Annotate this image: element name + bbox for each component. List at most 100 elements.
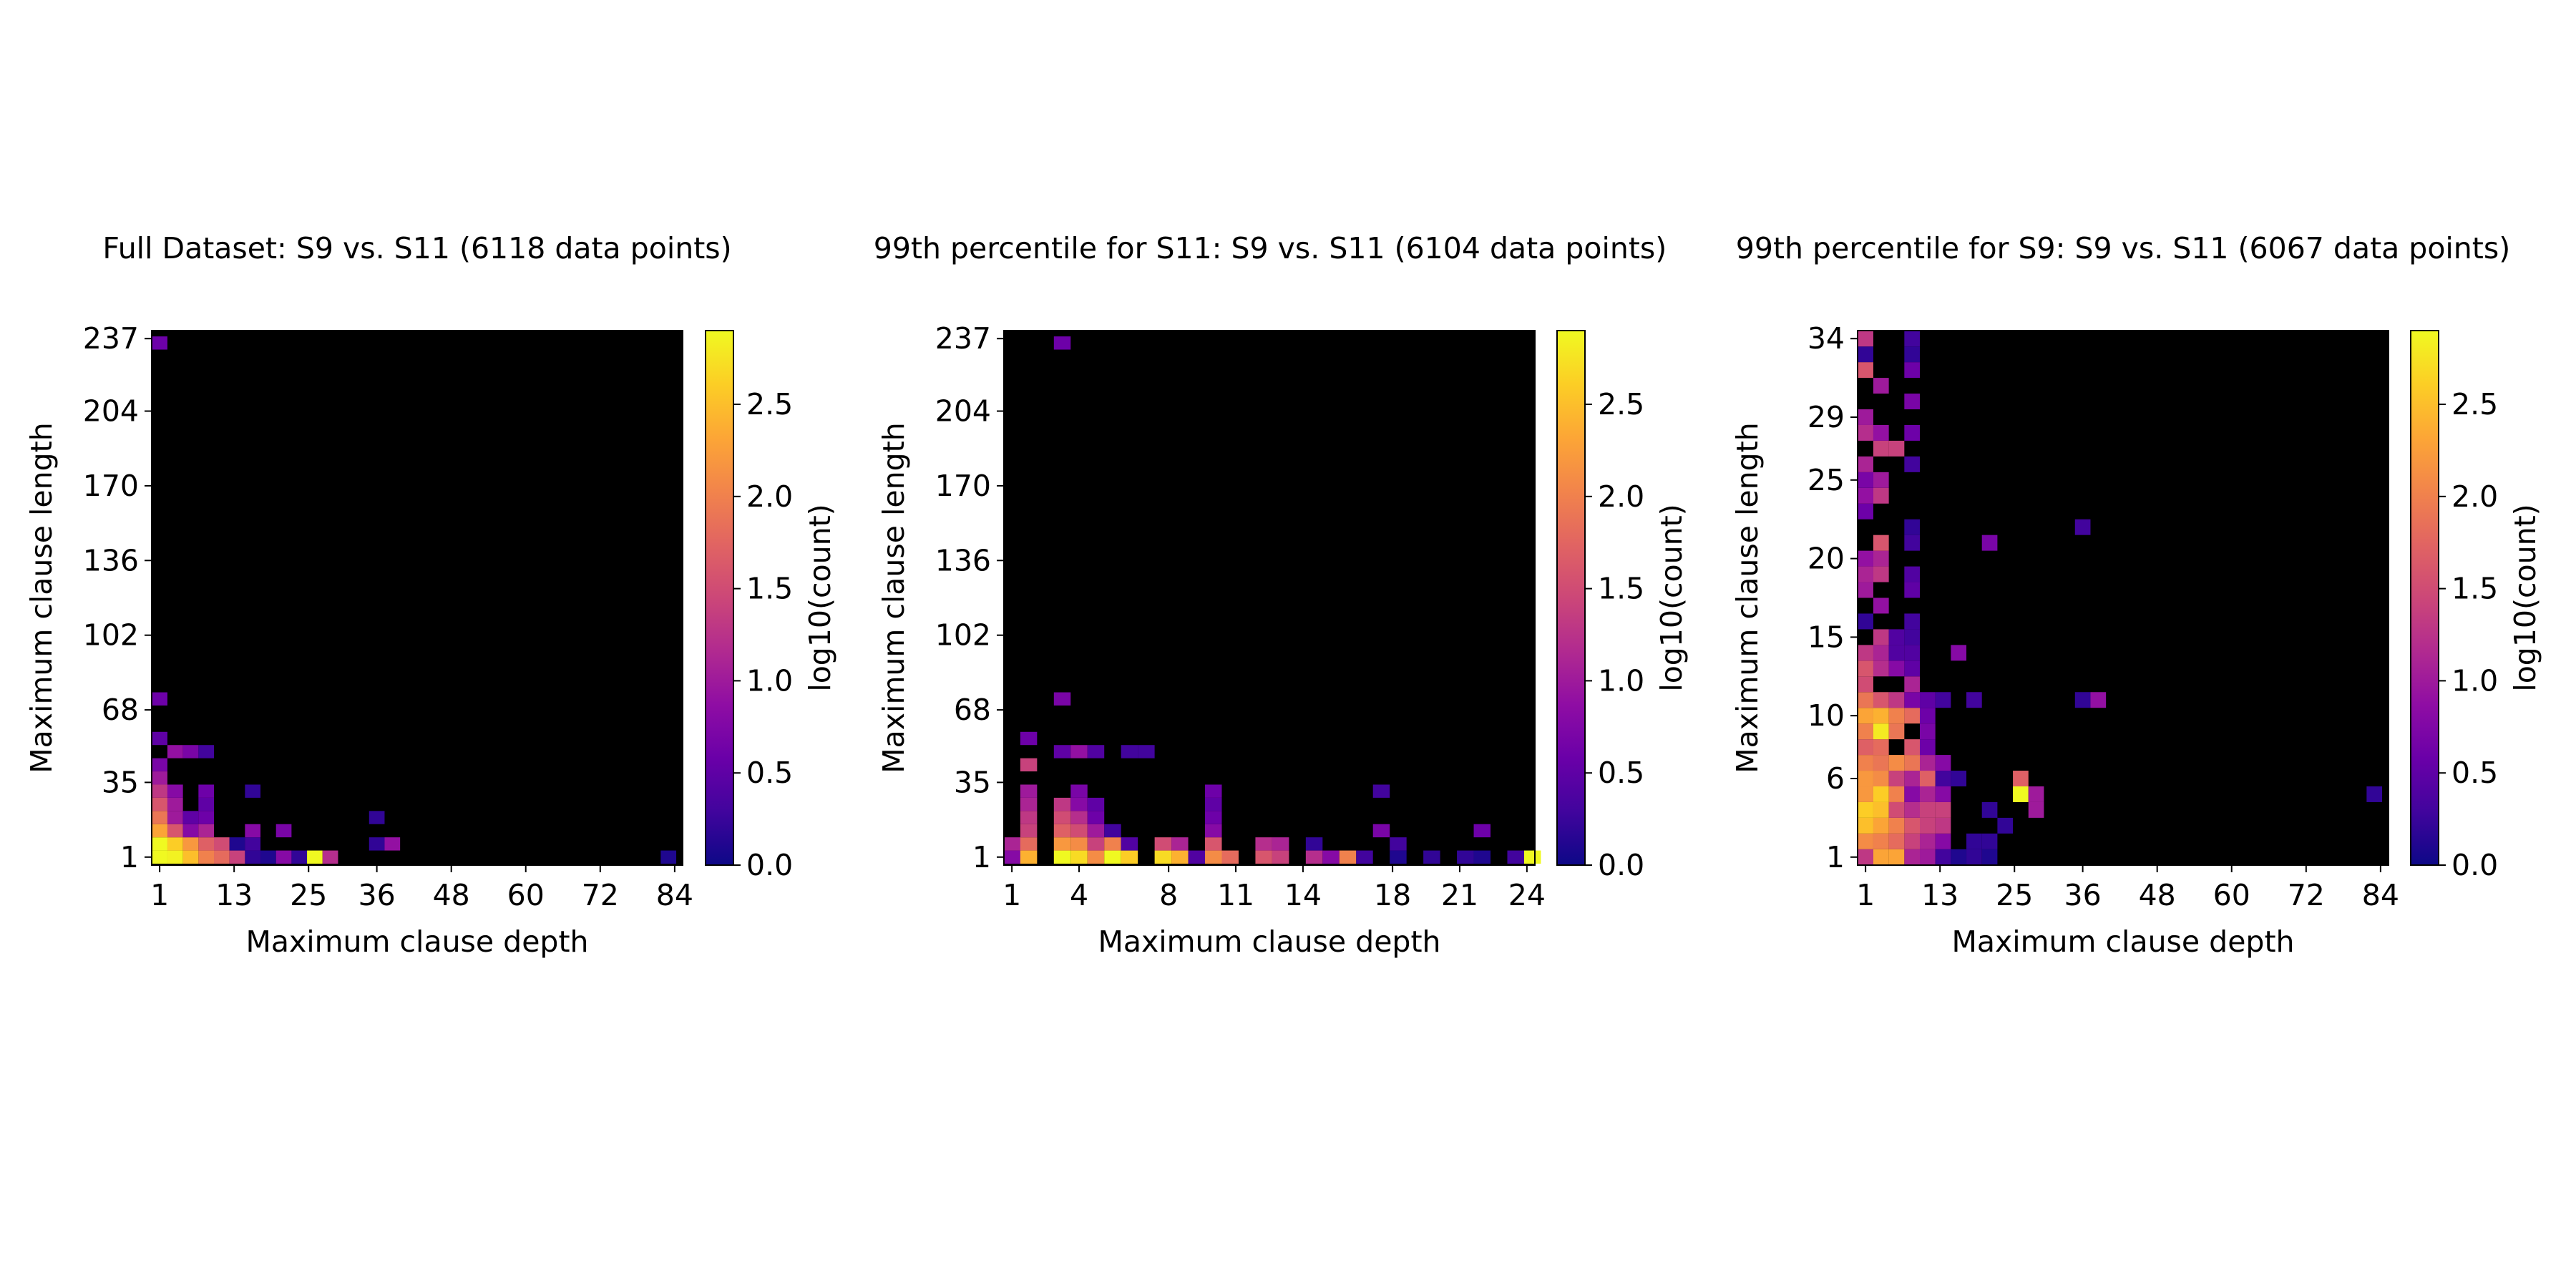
heatmap-cell (1020, 731, 1038, 746)
heatmap-cell (1920, 739, 1936, 756)
heatmap-cell (1920, 817, 1936, 834)
heatmap-cell (1457, 850, 1474, 864)
heatmap-cell (1322, 850, 1340, 864)
heatmap-cells (152, 336, 677, 864)
heatmap-cell (1873, 692, 1889, 708)
heatmap-cell (1053, 824, 1071, 838)
heatmap-cell (1888, 645, 1905, 661)
heatmap-cell (1904, 739, 1921, 756)
heatmap-cell (167, 811, 183, 824)
heatmap-cell (1053, 850, 1071, 864)
heatmap-cell (1205, 850, 1222, 864)
heatmap-cell (1966, 692, 1982, 708)
heatmap-cell (1858, 409, 1873, 425)
colorbar-tick-label: 2.5 (2451, 387, 2498, 421)
heatmap-cell (1523, 850, 1541, 864)
heatmap-cell (1873, 833, 1889, 849)
plot-frame (1003, 330, 1536, 866)
panel-2: 99th percentile for S11: S9 vs. S11 (610… (874, 231, 1689, 959)
heatmap-cell (1372, 824, 1390, 838)
heatmap-cell (1904, 801, 1921, 818)
heatmap-cell (1858, 362, 1873, 379)
heatmap-cell (1053, 745, 1071, 758)
heatmap-cell (1920, 849, 1936, 865)
heatmap-cell (1935, 755, 1951, 771)
heatmap-cell (275, 850, 292, 864)
heatmap-cell (1904, 676, 1921, 693)
heatmap-cell (1473, 824, 1491, 838)
heatmap-cell (1858, 503, 1873, 519)
heatmap-cell (152, 336, 167, 350)
heatmap-cell (1935, 833, 1951, 849)
y-tick-label: 35 (954, 765, 991, 799)
x-tick-label: 48 (433, 878, 470, 912)
x-axis-label: Maximum clause depth (1951, 924, 2294, 959)
heatmap-cell (1904, 566, 1921, 582)
x-tick-label: 14 (1284, 878, 1322, 912)
y-tick-label: 35 (102, 765, 139, 799)
heatmap-cell (1873, 535, 1889, 551)
heatmap-cell (1070, 811, 1088, 824)
heatmap-cell (1171, 837, 1189, 851)
heatmap-cell (1087, 745, 1105, 758)
heatmap-cell (1390, 837, 1407, 851)
heatmap-cell (198, 837, 215, 851)
heatmap-cell (1858, 582, 1873, 598)
colorbar-tick-label: 2.0 (2451, 479, 2498, 514)
heatmap-cell (307, 850, 323, 864)
heatmap-cell (1873, 755, 1889, 771)
heatmap-cell (1858, 723, 1873, 740)
heatmap-cell (167, 784, 183, 798)
colorbar: 0.0 0.5 1.0 1.5 2.0 2.5 log10(count) (1556, 330, 1689, 882)
heatmap-cell (1858, 771, 1873, 786)
heatmap-cell (1888, 629, 1905, 645)
heatmap-cell (1920, 692, 1936, 708)
heatmap-cell (2028, 801, 2044, 818)
heatmap-cell (1951, 849, 1967, 865)
heatmap-cell (1390, 850, 1407, 864)
heatmap-cell (167, 745, 183, 758)
y-tick-label: 237 (83, 321, 139, 356)
heatmap-cell (1087, 824, 1105, 838)
y-tick-label: 102 (83, 618, 139, 653)
y-tick-label: 136 (935, 543, 991, 577)
heatmap-cell (2074, 519, 2091, 535)
heatmap-cell (1904, 424, 1921, 441)
heatmap-cell (1053, 837, 1071, 851)
heatmap-cell (1858, 849, 1873, 865)
y-tick-label: 237 (935, 321, 991, 356)
heatmap-cell (1020, 758, 1038, 772)
heatmap-cell (198, 745, 215, 758)
heatmap-cell (369, 811, 385, 824)
heatmap-cell (245, 850, 261, 864)
heatmap-cell (1920, 833, 1936, 849)
x-tick-label: 60 (507, 878, 545, 912)
x-tick-label: 4 (1070, 878, 1088, 912)
heatmap-cell (1873, 472, 1889, 488)
heatmap-cell (1020, 784, 1038, 798)
heatmap-cell (1858, 833, 1873, 849)
heatmap-cell (1372, 784, 1390, 798)
y-tick-label: 170 (83, 469, 139, 503)
y-tick-label: 68 (102, 693, 139, 727)
heatmap-cell (182, 745, 199, 758)
colorbar-tick-label: 0.0 (2451, 848, 2498, 882)
heatmap-cell (1888, 692, 1905, 708)
heatmap-cell (1205, 837, 1222, 851)
x-tick-label: 72 (582, 878, 619, 912)
heatmap-cell (1858, 692, 1873, 708)
x-tick-label: 84 (656, 878, 693, 912)
heatmap-cell (1873, 487, 1889, 504)
heatmap-cell (1858, 645, 1873, 661)
colorbar-tick-label: 2.5 (1598, 387, 1644, 421)
heatmap-cell (1205, 784, 1222, 798)
heatmap-cell (1904, 771, 1921, 786)
heatmap-cell (1858, 346, 1873, 363)
panel-3: 99th percentile for S9: S9 vs. S11 (6067… (1730, 231, 2542, 959)
heatmap-cell (1255, 850, 1272, 864)
heatmap-cell (1904, 645, 1921, 661)
y-tick-label: 170 (935, 469, 991, 503)
heatmap-cell (1888, 660, 1905, 677)
y-tick-label: 102 (935, 618, 991, 653)
